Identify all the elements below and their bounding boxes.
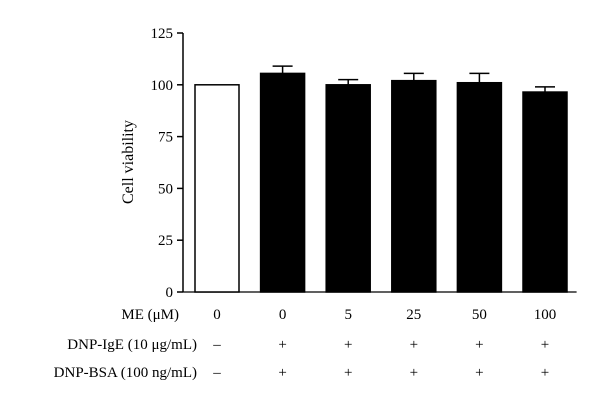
condition-table: ME (μM) 0 0 5 25 50 100 DNP-IgE (10 μg/mL) – + + + +… — [54, 307, 557, 381]
y-tick-label-25: 25 — [158, 233, 173, 249]
y-tick-label-0: 0 — [166, 285, 174, 301]
condition-2-value-4: + — [410, 337, 418, 353]
condition-label-2: DNP-IgE (10 μg/mL) — [67, 337, 197, 353]
condition-3-value-3: + — [344, 365, 352, 381]
condition-1-value-5: 50 — [472, 307, 487, 323]
y-axis-title: Cell viability — [120, 120, 137, 204]
condition-3-value-5: + — [475, 365, 483, 381]
condition-label-1: ME (μM) — [121, 307, 179, 323]
condition-1-value-2: 0 — [279, 307, 287, 323]
bars-group — [194, 72, 568, 293]
condition-2-value-6: + — [541, 337, 549, 353]
condition-2-value-5: + — [475, 337, 483, 353]
y-tick-label-50: 50 — [158, 181, 173, 197]
condition-3-value-1: – — [212, 365, 221, 381]
condition-1-value-6: 100 — [534, 307, 557, 323]
y-tick-label-75: 75 — [158, 130, 173, 146]
bar-4 — [391, 79, 437, 293]
condition-1-value-4: 25 — [406, 307, 421, 323]
y-axis: 0 25 50 75 100 125 — [151, 26, 577, 301]
condition-3-value-2: + — [278, 365, 286, 381]
bar-1 — [194, 84, 240, 293]
condition-1-value-3: 5 — [344, 307, 352, 323]
bar-3 — [325, 84, 371, 293]
y-tick-label-100: 100 — [151, 78, 174, 94]
bar-6 — [522, 91, 568, 293]
condition-label-3: DNP-BSA (100 ng/mL) — [54, 365, 197, 381]
error-bars-group — [272, 65, 555, 93]
y-tick-label-125: 125 — [151, 26, 174, 42]
condition-2-value-1: – — [212, 337, 221, 353]
bar-2 — [259, 72, 306, 293]
bar-5 — [456, 81, 503, 293]
condition-1-value-1: 0 — [213, 307, 221, 323]
condition-3-value-4: + — [410, 365, 418, 381]
condition-2-value-3: + — [344, 337, 352, 353]
condition-3-value-6: + — [541, 365, 549, 381]
condition-2-value-2: + — [278, 337, 286, 353]
